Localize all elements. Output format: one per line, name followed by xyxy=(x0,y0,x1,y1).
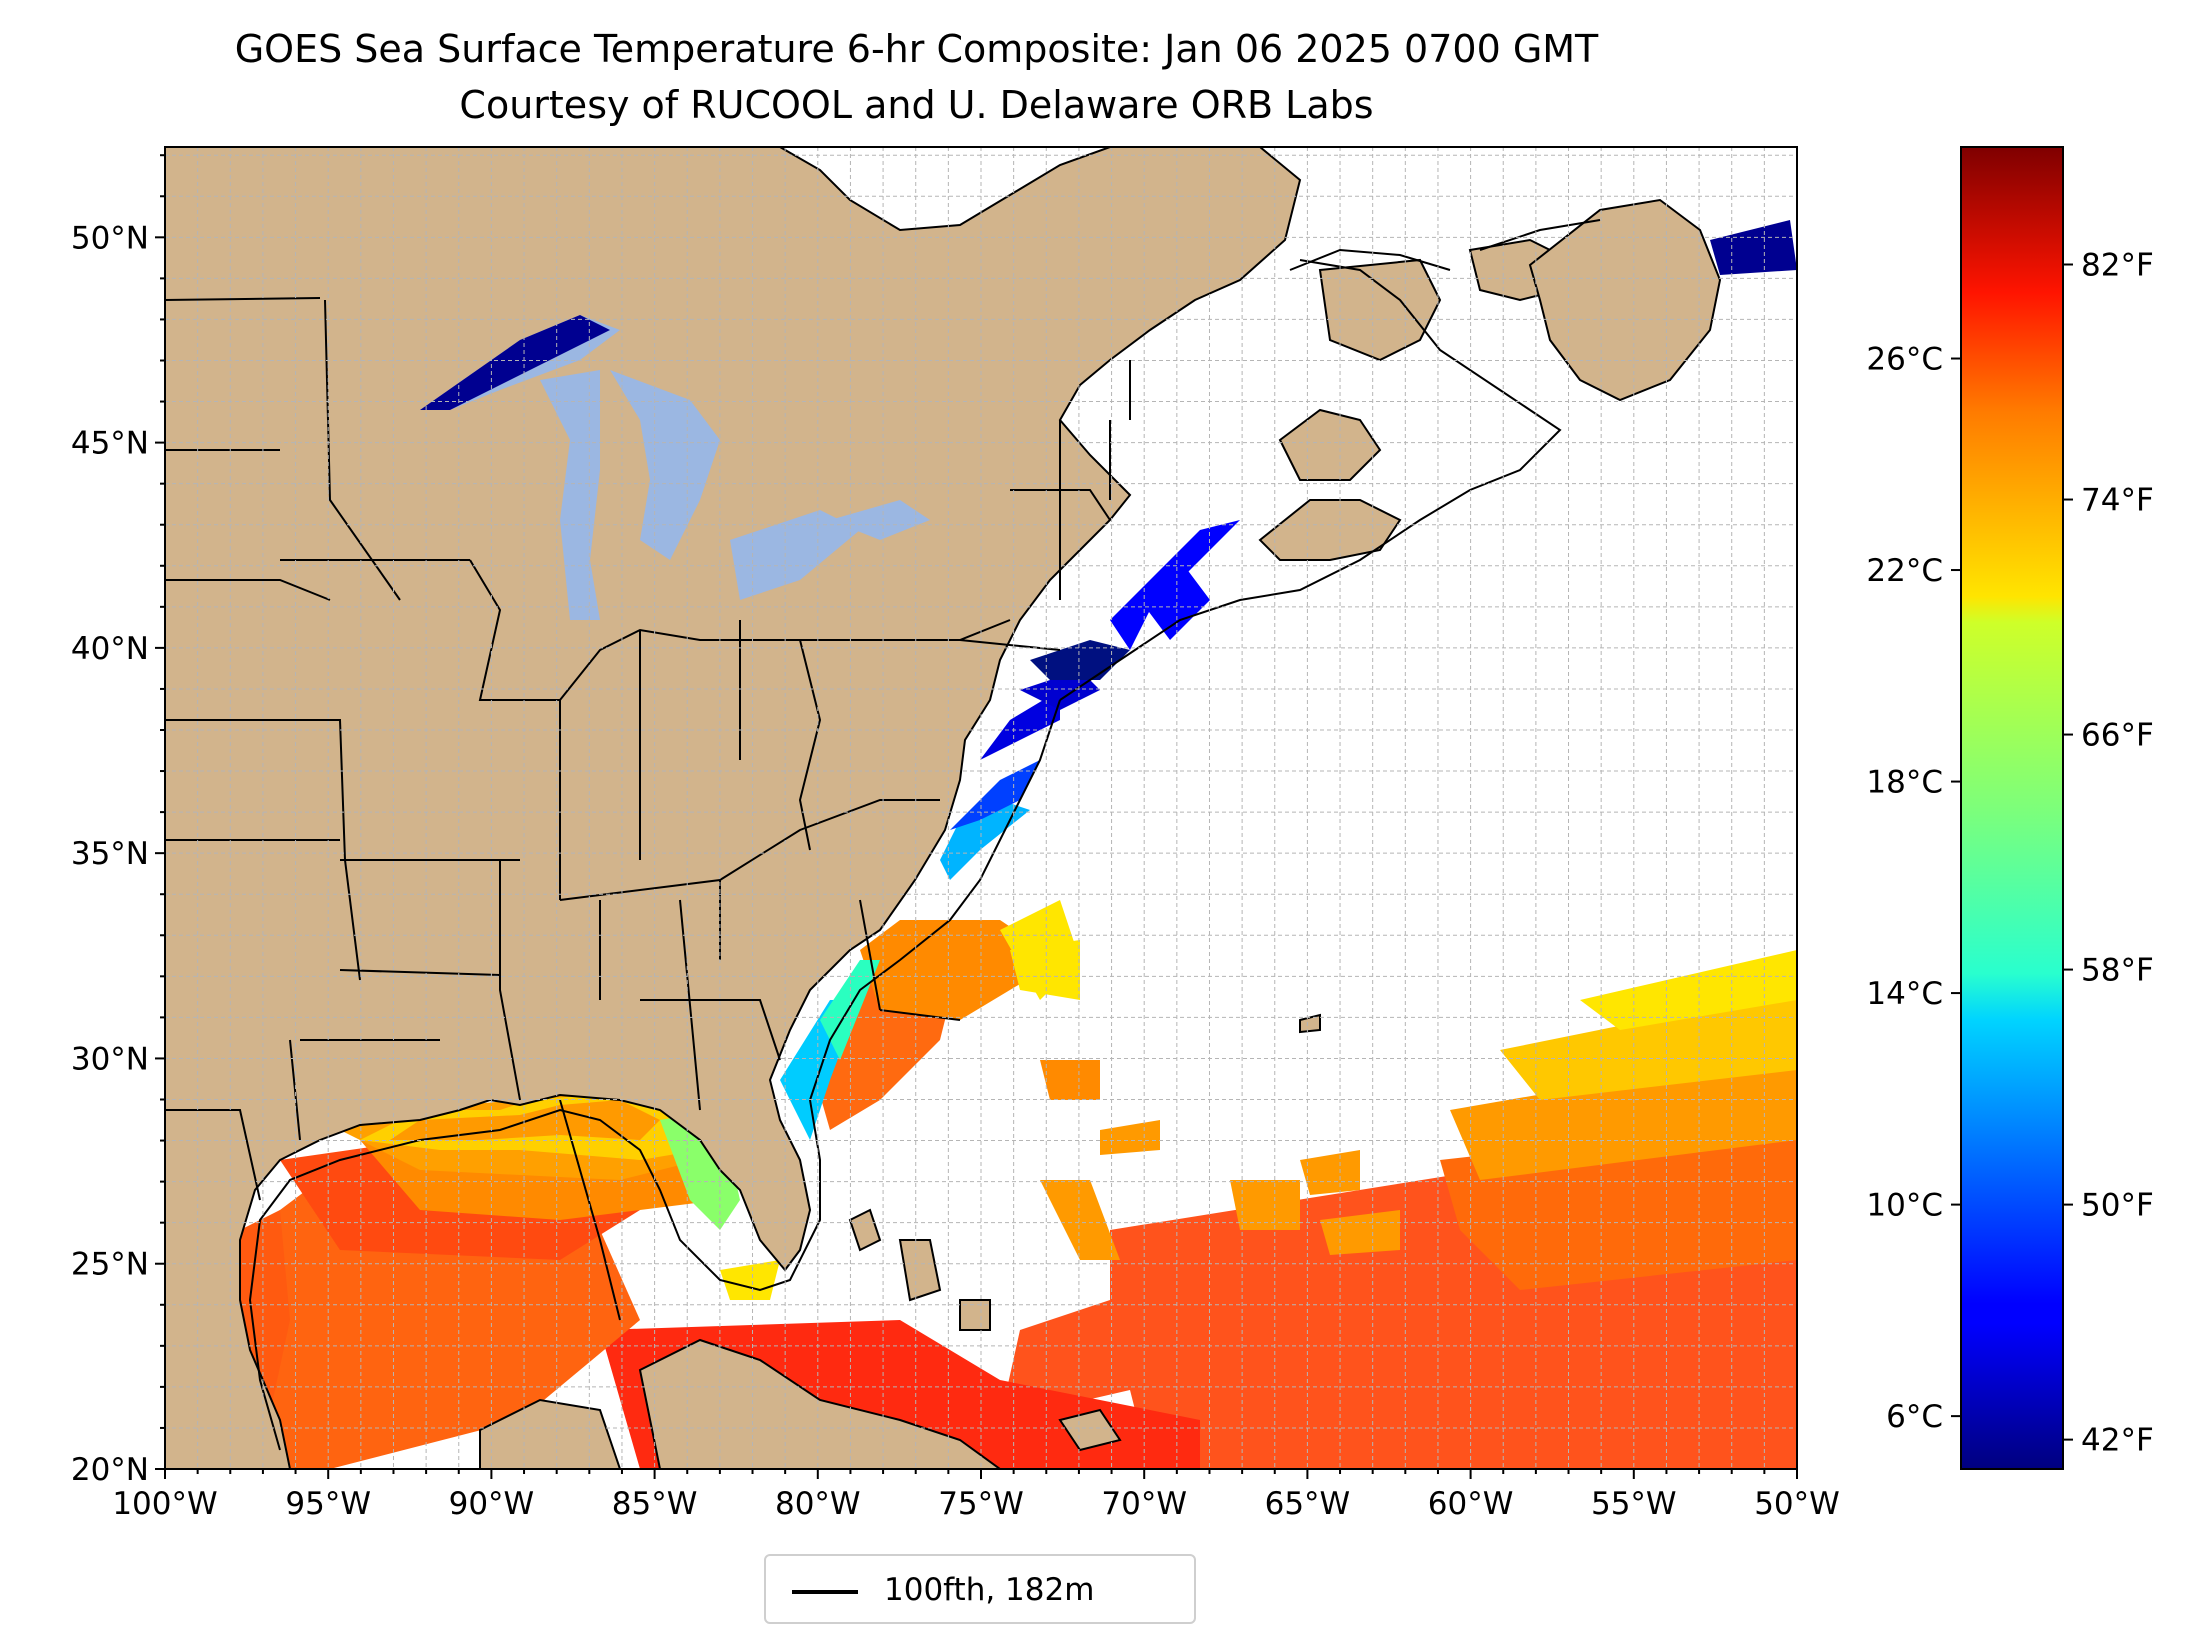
lon-tick-label: 55°W xyxy=(1591,1486,1677,1522)
lon-tick-label: 65°W xyxy=(1265,1486,1351,1522)
lon-tick-label: 70°W xyxy=(1101,1486,1187,1522)
colorbar-celsius-label: 26°C xyxy=(1866,342,1943,378)
caribbean-islands xyxy=(848,1013,1321,1331)
colorbar-celsius-label: 14°C xyxy=(1866,976,1943,1012)
great-lakes xyxy=(420,315,930,620)
legend-label: 100fth, 182m xyxy=(884,1572,1095,1608)
lat-tick-label: 20°N xyxy=(71,1452,149,1488)
lake-superior-sst xyxy=(420,315,610,410)
colorbar-fahrenheit-label: 82°F xyxy=(2081,248,2154,284)
lat-tick-label: 45°N xyxy=(71,426,149,462)
map-subtitle: Courtesy of RUCOOL and U. Delaware ORB L… xyxy=(459,83,1374,127)
latitude-axis: 20°N 25°N 30°N 35°N 40°N 45°N 50°N xyxy=(71,154,165,1488)
colorbar xyxy=(1960,146,2064,1470)
lon-tick-label: 100°W xyxy=(112,1486,217,1522)
lon-tick-label: 85°W xyxy=(612,1486,698,1522)
lon-tick-label: 50°W xyxy=(1754,1486,1840,1522)
legend: 100fth, 182m xyxy=(764,1554,1196,1624)
lon-tick-label: 80°W xyxy=(775,1486,861,1522)
lat-tick-label: 40°N xyxy=(71,631,149,667)
lon-tick-label: 95°W xyxy=(285,1486,371,1522)
state-boundaries xyxy=(165,297,1131,1321)
colorbar-fahrenheit-label: 58°F xyxy=(2081,953,2154,989)
lon-tick-label: 90°W xyxy=(449,1486,535,1522)
lat-tick-label: 50°N xyxy=(71,220,149,256)
colorbar-celsius-axis: 6°C 10°C 14°C 18°C 22°C 26°C xyxy=(1866,342,1961,1435)
lat-tick-label: 30°N xyxy=(71,1041,149,1077)
map-title: GOES Sea Surface Temperature 6-hr Compos… xyxy=(234,27,1599,71)
lon-tick-label: 75°W xyxy=(938,1486,1024,1522)
colorbar-fahrenheit-label: 66°F xyxy=(2081,718,2154,754)
colorbar-celsius-label: 18°C xyxy=(1866,765,1943,801)
land-areas xyxy=(165,147,1722,1469)
map-area xyxy=(165,147,1797,1469)
graticule xyxy=(165,147,1797,1469)
colorbar-fahrenheit-label: 50°F xyxy=(2081,1188,2154,1224)
colorbar-fahrenheit-label: 42°F xyxy=(2081,1423,2154,1459)
lat-tick-label: 25°N xyxy=(71,1247,149,1283)
colorbar-celsius-label: 6°C xyxy=(1886,1399,1943,1435)
colorbar-fahrenheit-label: 74°F xyxy=(2081,483,2154,519)
colorbar-celsius-label: 22°C xyxy=(1866,553,1943,589)
longitude-axis: 100°W 95°W 90°W 85°W 80°W 75°W 70°W 65°W 60°W 55°… xyxy=(112,1469,1840,1522)
isobath-100fth xyxy=(248,219,1601,1451)
colorbar-celsius-label: 10°C xyxy=(1866,1188,1943,1224)
legend-line-swatch xyxy=(792,1590,858,1594)
colorbar-fahrenheit-axis: 42°F 50°F 58°F 66°F 74°F 82°F xyxy=(2063,248,2154,1459)
lon-tick-label: 60°W xyxy=(1428,1486,1514,1522)
lat-tick-label: 35°N xyxy=(71,836,149,872)
